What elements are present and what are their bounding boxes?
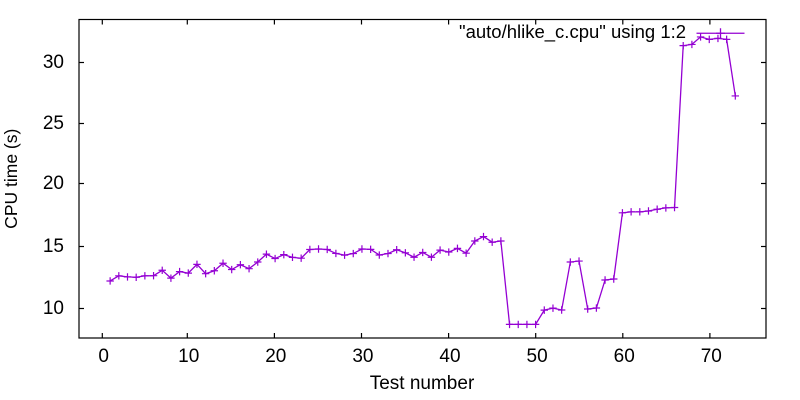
svg-text:20: 20 <box>43 173 64 194</box>
svg-text:40: 40 <box>439 346 460 367</box>
svg-text:25: 25 <box>43 113 64 134</box>
svg-text:0: 0 <box>98 346 109 367</box>
svg-text:CPU time (s): CPU time (s) <box>1 129 21 229</box>
svg-text:50: 50 <box>527 346 548 367</box>
svg-text:Test number: Test number <box>370 373 475 394</box>
svg-text:60: 60 <box>614 346 635 367</box>
svg-text:70: 70 <box>701 346 722 367</box>
svg-text:20: 20 <box>265 346 286 367</box>
svg-text:30: 30 <box>352 346 373 367</box>
svg-text:30: 30 <box>43 52 64 73</box>
svg-text:10: 10 <box>43 298 64 319</box>
svg-text:15: 15 <box>43 236 64 257</box>
svg-text:"auto/hlike_c.cpu" using 1:2: "auto/hlike_c.cpu" using 1:2 <box>459 21 686 43</box>
svg-text:10: 10 <box>178 346 199 367</box>
